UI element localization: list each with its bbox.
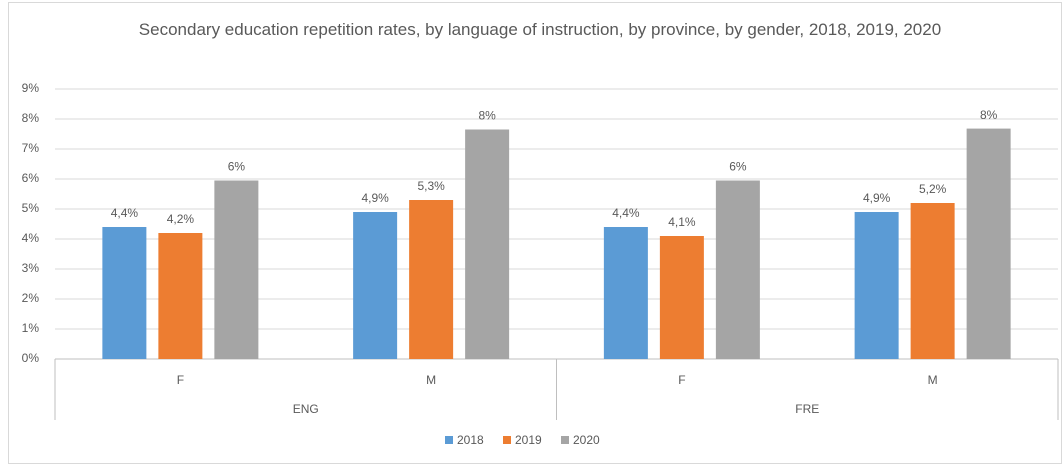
y-tick-label: 7% (22, 141, 40, 155)
value-label: 4,1% (668, 215, 696, 229)
chart-title: Secondary education repetition rates, by… (138, 20, 942, 39)
value-label: 6% (729, 160, 747, 174)
group-label: ENG (293, 402, 319, 416)
value-label: 4,9% (361, 191, 389, 205)
bar (603, 227, 648, 359)
x-tick-label: F (177, 373, 184, 387)
value-label: 4,2% (167, 212, 195, 226)
value-label: 6% (228, 160, 246, 174)
value-label: 8% (478, 109, 496, 123)
y-tick-label: 9% (22, 81, 40, 95)
bar (659, 236, 704, 359)
bar (910, 203, 955, 359)
value-label: 5,3% (417, 179, 445, 193)
bar (102, 227, 147, 359)
y-tick-label: 0% (22, 351, 40, 365)
group-label: FRE (795, 402, 819, 416)
bar (715, 180, 760, 359)
value-label: 5,2% (919, 182, 947, 196)
y-tick-label: 2% (22, 291, 40, 305)
y-tick-label: 3% (22, 261, 40, 275)
value-label: 4,4% (111, 206, 139, 220)
y-tick-label: 8% (22, 111, 40, 125)
y-tick-label: 5% (22, 201, 40, 215)
x-tick-label: F (678, 373, 685, 387)
bar (465, 129, 510, 359)
bar (966, 128, 1011, 359)
legend-swatch (503, 436, 511, 444)
y-tick-label: 6% (22, 171, 40, 185)
x-tick-label: M (928, 373, 938, 387)
value-label: 4,4% (612, 206, 640, 220)
legend-label: 2018 (457, 433, 484, 447)
y-tick-label: 1% (22, 321, 40, 335)
bar (409, 200, 454, 359)
bar (353, 212, 398, 359)
bar (158, 233, 203, 359)
legend-swatch (561, 436, 569, 444)
value-label: 8% (980, 108, 998, 122)
value-label: 4,9% (863, 191, 891, 205)
y-tick-label: 4% (22, 231, 40, 245)
bar (854, 212, 899, 359)
legend-label: 2019 (515, 433, 542, 447)
x-tick-label: M (426, 373, 436, 387)
legend-label: 2020 (573, 433, 600, 447)
legend-swatch (445, 436, 453, 444)
bar (214, 180, 259, 359)
